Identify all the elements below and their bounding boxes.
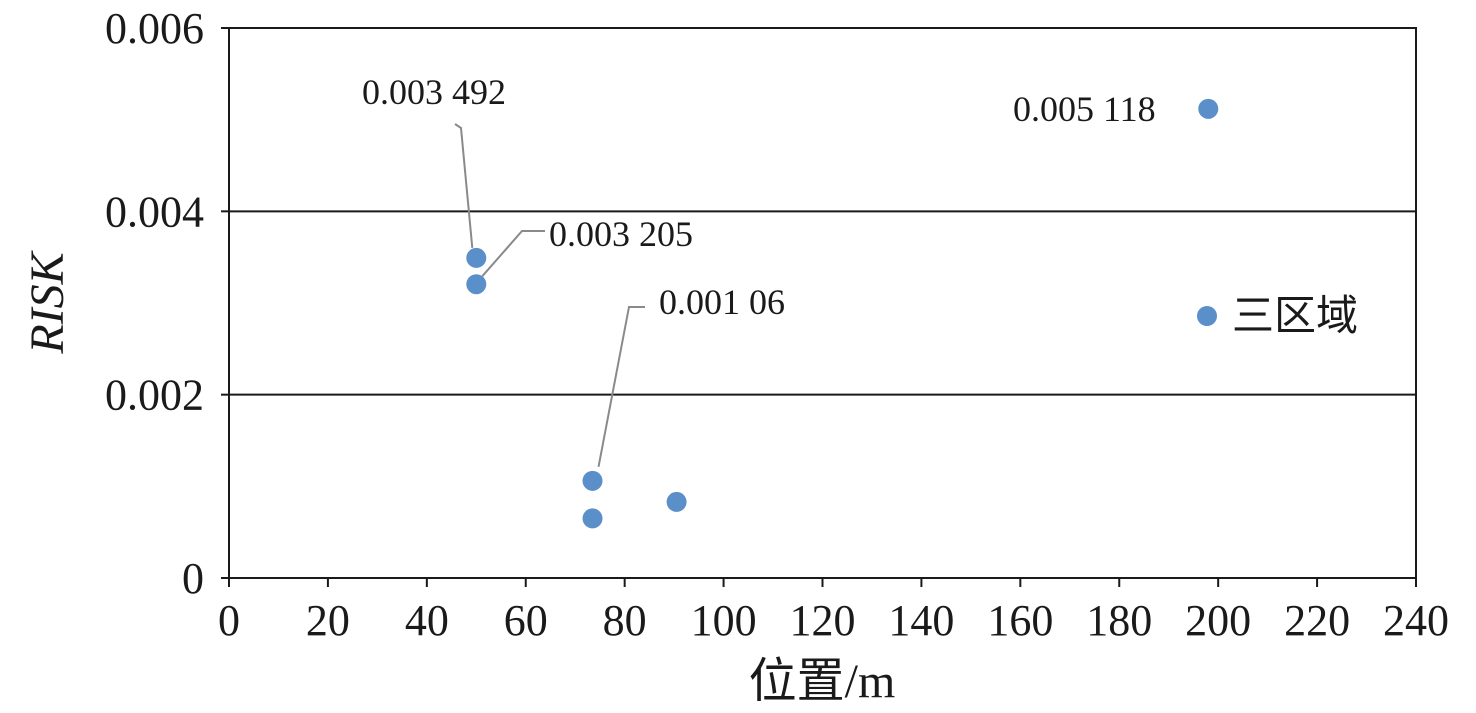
- data-point: [666, 491, 687, 512]
- data-point: [1198, 98, 1219, 119]
- data-point: [466, 247, 487, 268]
- x-tick-label: 0: [218, 596, 240, 645]
- x-tick-label: 100: [691, 596, 757, 645]
- leader-layer: [454, 123, 645, 468]
- data-label-1: 0.003 492: [362, 72, 506, 112]
- y-tick-label: 0.006: [105, 4, 204, 53]
- x-tick-label: 40: [405, 596, 449, 645]
- x-tick-label: 120: [790, 596, 856, 645]
- y-tick-label: 0.002: [105, 371, 204, 420]
- x-tick-label: 20: [306, 596, 350, 645]
- data-label-4: 0.005 118: [1013, 89, 1156, 129]
- point-layer: [466, 98, 1219, 529]
- legend-label: 三区域: [1232, 291, 1358, 340]
- leader-line: [454, 123, 474, 248]
- data-point: [582, 470, 603, 491]
- y-tick-label: 0.004: [105, 187, 204, 236]
- legend-marker: [1197, 306, 1217, 326]
- data-point: [582, 508, 603, 529]
- x-tick-label: 240: [1383, 596, 1449, 645]
- x-tick-label: 200: [1185, 596, 1251, 645]
- data-label-3: 0.001 06: [659, 282, 785, 322]
- data-label-2: 0.003 205: [549, 214, 693, 254]
- data-point: [466, 274, 487, 295]
- leader-line: [597, 306, 645, 468]
- grid-layer: [229, 210, 1416, 396]
- y-axis-title: RISK: [21, 249, 74, 354]
- x-tick-label: 160: [987, 596, 1053, 645]
- x-tick-label: 180: [1086, 596, 1152, 645]
- leader-line: [481, 230, 545, 277]
- y-tick-label: 0: [182, 554, 204, 603]
- tick-layer: 0 0.002 0.004 0.006 0 20 40 60 80 100 120 140 160 180…: [105, 4, 1449, 645]
- x-axis-title: 位置/m: [749, 655, 896, 708]
- x-tick-label: 60: [504, 596, 548, 645]
- x-tick-label: 140: [888, 596, 954, 645]
- x-tick-label: 80: [603, 596, 647, 645]
- x-tick-label: 220: [1284, 596, 1350, 645]
